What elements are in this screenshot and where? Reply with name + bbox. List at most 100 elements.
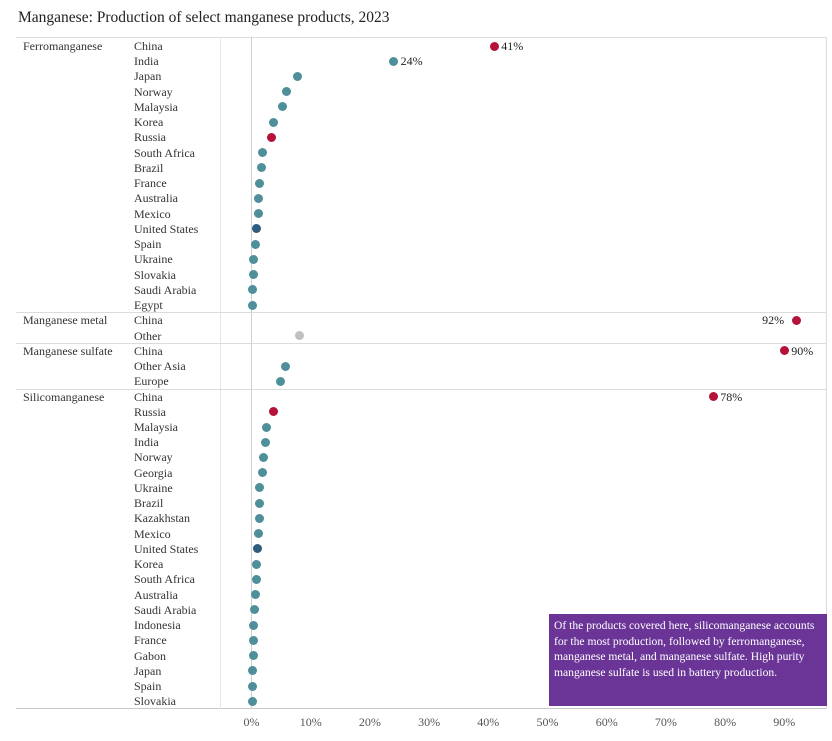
row-label: Brazil [134,496,164,511]
row-label: India [134,435,159,450]
data-point[interactable] [247,300,257,310]
data-point[interactable] [260,437,270,447]
row-label: Japan [134,663,162,678]
data-point[interactable] [255,178,265,188]
x-tick-label: 90% [773,715,796,729]
row-label: Georgia [134,465,173,480]
data-label: 92% [762,313,785,328]
row-label: Slovakia [134,694,176,709]
data-point[interactable] [258,468,268,478]
zero-axis-line [251,37,252,709]
data-point[interactable] [249,620,259,630]
data-point[interactable] [489,41,499,51]
data-point[interactable] [791,315,801,325]
data-point[interactable] [293,71,303,81]
data-point[interactable] [254,513,264,523]
data-point[interactable] [278,102,288,112]
data-point[interactable] [258,148,268,158]
data-point[interactable] [248,681,258,691]
row-label: Russia [134,404,167,419]
data-point[interactable] [389,56,399,66]
group-label: Ferromanganese [23,39,103,53]
row-label: Australia [134,587,178,602]
chart-frame-top [16,37,827,38]
row-label: United States [134,541,199,556]
row-label: Malaysia [134,420,178,434]
row-label: Other Asia [134,359,186,374]
data-point[interactable] [281,87,291,97]
annotation-note: Of the products covered here, silicomang… [549,614,827,706]
data-point[interactable] [276,376,285,386]
group-separator [16,312,827,313]
row-label: Kazakhstan [134,511,190,526]
data-point[interactable] [249,254,259,264]
data-point[interactable] [250,239,260,249]
data-point[interactable] [255,498,265,508]
row-label: Ukraine [134,252,173,267]
group-separator [16,389,827,390]
row-label: South Africa [134,145,195,160]
data-point[interactable] [248,666,258,676]
row-label: Korea [134,115,164,130]
data-label: 78% [720,389,743,404]
data-label: 90% [791,343,814,358]
x-tick-label: 50% [536,715,559,729]
x-tick-label: 30% [418,715,441,729]
group-label: Manganese metal [23,313,108,328]
chart-frame-bottom [16,708,827,709]
group-separator [16,343,827,344]
data-point[interactable] [248,270,258,280]
data-point[interactable] [268,407,278,417]
row-label: United States [134,221,199,236]
data-point[interactable] [257,163,267,173]
row-label: China [134,39,163,53]
data-point[interactable] [248,285,258,295]
data-point[interactable] [248,635,258,645]
row-label: Spain [134,237,162,252]
x-tick-label: 0% [243,715,260,729]
row-label: Indonesia [134,618,181,633]
row-label: China [134,313,163,328]
data-point[interactable] [294,331,304,341]
row-label: Egypt [134,298,163,313]
group-label: Manganese sulfate [23,343,113,358]
data-point[interactable] [268,117,278,127]
x-tick-label: 40% [477,715,500,729]
data-point[interactable] [251,590,261,600]
data-point[interactable] [708,392,718,402]
data-point[interactable] [253,209,263,219]
row-label: India [134,54,159,69]
data-point[interactable] [253,529,263,539]
x-tick-label: 70% [654,715,677,729]
row-label: Russia [134,130,167,145]
group-label: Silicomanganese [23,389,105,404]
row-label: Mexico [134,526,171,541]
row-label: China [134,343,163,358]
data-point[interactable] [248,651,258,661]
x-tick-label: 20% [358,715,381,729]
data-point[interactable] [281,361,291,371]
row-label: Korea [134,557,164,572]
data-point[interactable] [249,605,259,615]
row-label: Mexico [134,206,171,221]
data-point[interactable] [266,132,276,142]
data-label: 41% [501,39,524,53]
row-label: France [134,176,167,191]
data-point[interactable] [262,422,272,432]
row-label: China [134,389,163,404]
data-point[interactable] [255,483,265,493]
row-label: Other [134,328,162,343]
data-point[interactable] [251,574,261,584]
row-label: Gabon [134,648,166,663]
row-label: Saudi Arabia [134,282,197,297]
row-label: Norway [134,450,173,465]
data-point[interactable] [252,224,262,234]
chart-frame-right [826,37,827,709]
data-point[interactable] [259,452,269,462]
data-point[interactable] [254,193,264,203]
data-point[interactable] [247,696,257,706]
data-point[interactable] [252,544,262,554]
row-label: Malaysia [134,99,178,114]
data-point[interactable] [779,346,789,356]
data-point[interactable] [252,559,262,569]
